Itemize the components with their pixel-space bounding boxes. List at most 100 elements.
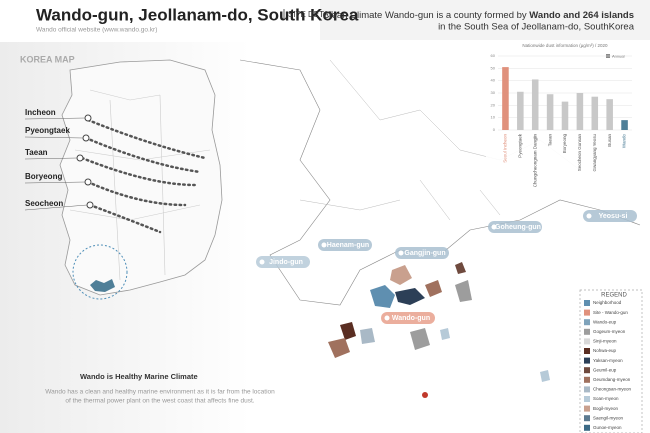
x-tick-label: Seoul Incheon (503, 134, 508, 163)
island (360, 328, 375, 344)
legend-swatch (584, 300, 590, 306)
legend-swatch (584, 309, 590, 316)
map-label: Haenam-gun (327, 242, 369, 249)
legend-swatch (584, 357, 590, 364)
y-tick-label: 40 (491, 78, 496, 83)
map-label-pill (318, 239, 372, 251)
legend-title: REGEND (601, 293, 627, 299)
legend-label: Wando-eup (593, 319, 617, 324)
legend-label: Gunoe-myeon (593, 425, 622, 430)
map-label-pill (395, 247, 449, 259)
city-labels: Incheon Pyeongtaek Taean Boryeong Seocheon (24, 108, 88, 211)
x-tick-label: Boryeong (562, 134, 567, 154)
wando-mini (90, 279, 115, 292)
legend-swatch (584, 367, 590, 374)
boundaries (299, 59, 581, 221)
legend-label: Neighborhood (593, 300, 622, 305)
map-label-dot (491, 224, 497, 230)
map-label-dot (321, 242, 327, 248)
city-marker (84, 114, 92, 122)
y-tick-label: 0 (493, 127, 496, 132)
legend-label: Site - Wando-gun (593, 310, 628, 315)
x-tick-label: Wando (622, 134, 627, 149)
island (455, 280, 472, 302)
note-title: Wando is Healthy Marine Climate (80, 372, 198, 381)
map-label-pill (583, 210, 637, 222)
chart-title: Nationwide dust information (μg/m³) / 20… (522, 43, 608, 48)
city-leader (24, 157, 78, 160)
city-label: Pyeongtaek (25, 126, 70, 135)
city-leader (24, 181, 86, 184)
city-marker (82, 134, 90, 142)
legend-label: Soan-myeon (593, 396, 619, 401)
legend-label: Geumdang-myeon (593, 377, 631, 382)
city-label: Taean (25, 148, 48, 157)
legend-label: Bogil-myeon (593, 406, 619, 411)
city-label: Seocheon (25, 199, 63, 208)
legend-swatch (584, 338, 590, 345)
bar (576, 93, 584, 130)
dust-paths (80, 118, 207, 234)
map-label-dot (384, 315, 390, 321)
description-band (320, 0, 650, 40)
x-tick-label: Seocheon Gunsan (577, 134, 582, 172)
city-markers (76, 114, 94, 209)
dust-path (84, 136, 202, 174)
dust-path (88, 203, 162, 234)
bar (502, 67, 509, 130)
chart: Nationwide dust information (μg/m³) / 20… (491, 43, 632, 187)
islands (328, 262, 550, 398)
y-tick-label: 10 (491, 115, 496, 120)
map-label-pill (256, 256, 310, 268)
map-label-dot (259, 259, 265, 265)
legend-label: Nohwa-eup (593, 348, 617, 353)
map-label: Jindo-gun (269, 259, 303, 266)
legend-box (579, 289, 643, 433)
korea-map-title: KOREA MAP (20, 54, 75, 64)
island (395, 288, 425, 305)
description-text: Clean Climate Wando-gun is a county form… (323, 10, 530, 21)
legend-label: Gogeum-myeon (593, 329, 626, 334)
title: Wando-gun, Jeollanam-do, South Korea (36, 5, 359, 24)
island (540, 370, 550, 382)
island (440, 328, 450, 340)
legend-label: Geumil-eup (593, 367, 617, 372)
description: Clean Climate Wando-gun is a county form… (323, 10, 634, 21)
wando-highlight (72, 244, 128, 300)
city-leader (24, 117, 86, 120)
city-label: Incheon (25, 108, 56, 117)
legend-swatch (584, 405, 590, 412)
y-tick-label: 60 (491, 53, 496, 58)
legend-label: Sinji-myeon (593, 339, 617, 344)
tag: SITE DETAIL (288, 10, 336, 19)
legend-swatch (584, 396, 590, 402)
city-marker (76, 154, 84, 162)
bar (606, 99, 613, 130)
x-tick-label: Busan (607, 134, 612, 147)
city-leader (24, 204, 88, 211)
dust-path (86, 180, 187, 207)
note-body: of the thermal power plant on the west c… (65, 398, 254, 405)
y-tick-label: 50 (491, 65, 496, 70)
legend-swatch (584, 328, 590, 335)
city-leader (24, 136, 84, 139)
map-label-pill (381, 312, 435, 324)
city-marker (84, 178, 92, 186)
legend-swatch (584, 424, 590, 431)
legend-swatch (584, 348, 590, 354)
island (425, 280, 442, 297)
map-label: Yeosu-si (599, 213, 628, 220)
x-tick-label: Pyeongtaek (518, 133, 523, 158)
map-label: Goheung-gun (495, 224, 541, 231)
bar (591, 96, 599, 130)
bar (561, 101, 569, 130)
island (390, 265, 412, 285)
x-tick-label: Gwangyang Yeosu (592, 134, 597, 172)
map-label-pill (488, 221, 542, 233)
map-label: Wando-gun (392, 315, 430, 322)
map-label-dot (398, 250, 404, 256)
dust-path (80, 156, 197, 187)
city-label: Boryeong (25, 172, 62, 181)
legend-label: Cheongsan-myeon (593, 387, 632, 392)
coastline (239, 59, 641, 306)
